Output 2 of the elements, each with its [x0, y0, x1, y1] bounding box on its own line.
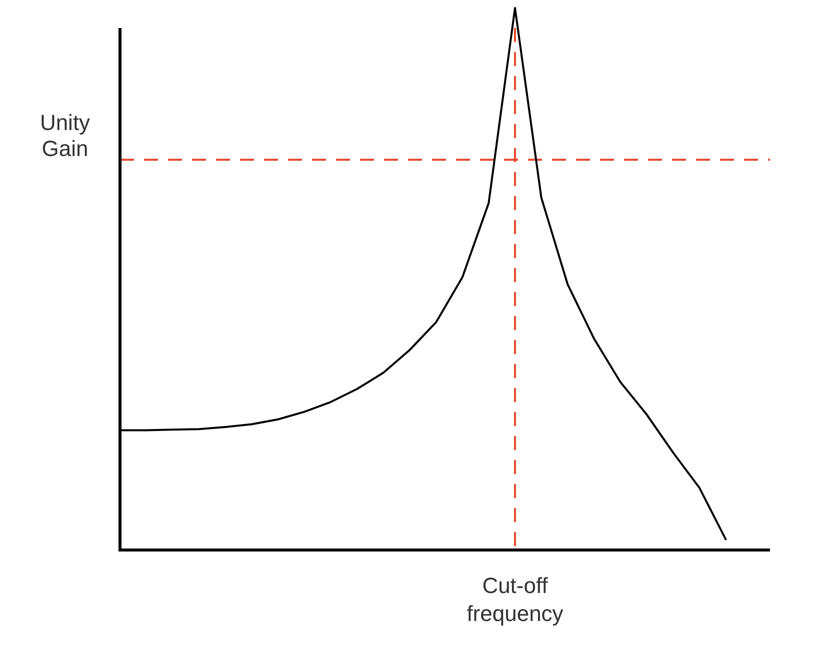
ref-line-label: Unity Gain [40, 110, 90, 161]
text: Cut-off frequency [466, 572, 564, 628]
